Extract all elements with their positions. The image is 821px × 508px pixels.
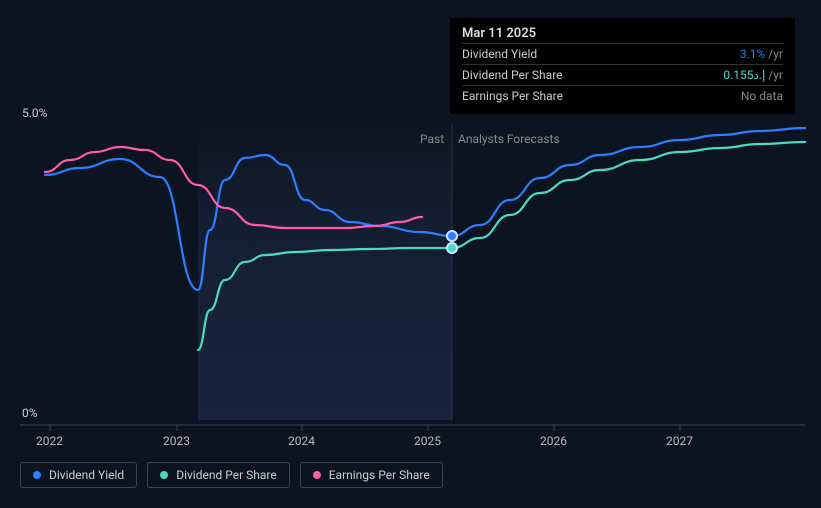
tooltip-row-value-wrap: No data (741, 89, 783, 103)
tooltip-row-unit: /yr (768, 47, 783, 61)
legend-dot-icon (313, 471, 321, 479)
chart-tooltip: Mar 11 2025 Dividend Yield3.1%/yrDividen… (450, 18, 795, 114)
x-tick-label: 2026 (540, 434, 567, 448)
tooltip-row: Dividend Yield 3.1%/yr (462, 43, 783, 64)
tooltip-row-label: Dividend Yield (462, 47, 537, 61)
tooltip-row-value: No data (741, 89, 783, 103)
tooltip-row: Dividend Per Share 0.155إ.د/yr (462, 64, 783, 85)
tooltip-row-value: 3.1% (740, 47, 765, 61)
region-label-forecast: Analysts Forecasts (458, 132, 560, 146)
x-tick-label: 2023 (163, 434, 190, 448)
legend-item[interactable]: Dividend Yield (20, 462, 137, 488)
tooltip-date: Mar 11 2025 (462, 26, 783, 43)
legend-item-label: Dividend Yield (49, 468, 124, 482)
legend-item-label: Dividend Per Share (176, 468, 277, 482)
region-label-past: Past (420, 132, 444, 146)
tooltip-row-value-wrap: 0.155إ.د/yr (723, 68, 783, 82)
tooltip-row-value-wrap: 3.1%/yr (740, 47, 783, 61)
legend-dot-icon (160, 471, 168, 479)
dividend-chart: 5.0% 0% Past Analysts Forecasts 2022 2023… (0, 0, 821, 508)
tooltip-row-label: Earnings Per Share (462, 89, 563, 103)
x-tick-label: 2024 (288, 434, 315, 448)
chart-legend: Dividend Yield Dividend Per Share Earnings… (20, 462, 443, 488)
tooltip-row-label: Dividend Per Share (462, 68, 563, 82)
y-tick-max: 5.0% (22, 106, 47, 120)
tooltip-row-value: 0.155إ.د (723, 68, 765, 82)
legend-item-label: Earnings Per Share (329, 468, 430, 482)
legend-item[interactable]: Dividend Per Share (147, 462, 290, 488)
x-tick-label: 2025 (414, 434, 441, 448)
tooltip-row: Earnings Per Share No data (462, 85, 783, 106)
x-tick-label: 2022 (36, 434, 63, 448)
x-tick-label: 2027 (666, 434, 693, 448)
legend-dot-icon (33, 471, 41, 479)
tooltip-row-unit: /yr (768, 68, 783, 82)
y-tick-min: 0% (22, 406, 38, 420)
legend-item[interactable]: Earnings Per Share (300, 462, 443, 488)
